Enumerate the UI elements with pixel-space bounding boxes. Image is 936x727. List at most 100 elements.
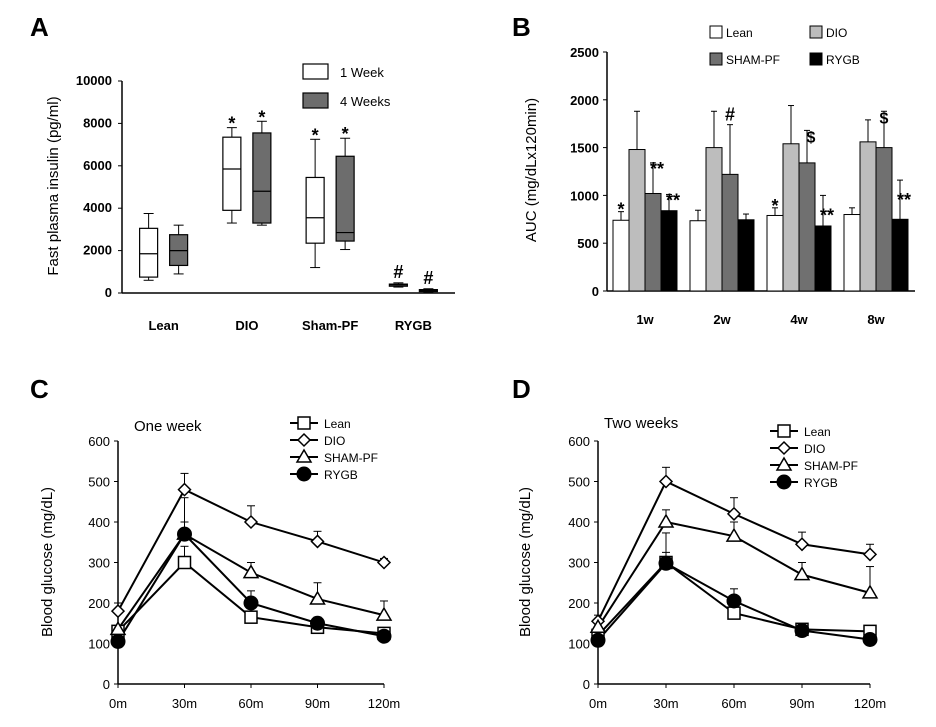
panel-a-sig-mark: # [393,262,403,282]
panel-b-sig-mark: ** [650,159,664,179]
panel-b-legend-label: Lean [726,26,753,40]
panel-c-ytick-label: 0 [103,677,110,692]
panel-b-bar [814,225,832,292]
panel-c-xtick-label: 90m [305,696,330,711]
panel-b-ylabel: AUC (mg/dLx120min) [523,98,540,242]
panel-b-sig-mark: * [771,196,778,216]
panel-d-marker-circle [590,632,606,648]
panel-d-xtick-label: 120m [854,696,887,711]
panel-d-marker-circle [658,555,674,571]
panel-b-ytick-label: 1500 [570,141,599,156]
panel-a-ylabel: Fast plasma insulin (pg/ml) [45,96,62,275]
panel-a-box [222,136,242,211]
panel-b-bar [737,219,755,292]
panel-c-legend-label: Lean [324,417,351,431]
panel-b-ytick-label: 1000 [570,188,599,203]
panel-a-box [252,132,272,224]
panel-d-ytick-label: 400 [568,515,590,530]
panel-b-xtick-label: 8w [867,312,885,327]
panel-c-ytick-label: 400 [88,515,110,530]
panel-c-legend-label: DIO [324,434,345,448]
panel-c: C One week Blood glucose (mg/dL) 0 100 200… [30,374,400,711]
panel-d-legend-label: SHAM-PF [804,459,858,473]
panel-d-marker-diamond [862,547,878,562]
panel-d-xtick-label: 30m [653,696,678,711]
panel-b-legend-swatch [709,52,723,66]
panel-d-legend-label: Lean [804,425,831,439]
panel-c-xtick-label: 120m [368,696,401,711]
panel-c-marker-diamond [376,555,392,570]
panel-d-ylabel: Blood glucose (mg/dL) [517,487,534,637]
panel-b-legend-label: RYGB [826,53,860,67]
panel-b-xtick-label: 4w [790,312,808,327]
panel-d-marker-triangle [589,618,607,634]
panel-a-ytick-label: 10000 [76,73,112,88]
panel-b-sig-mark: ** [666,190,680,210]
panel-d-xtick-label: 60m [721,696,746,711]
panel-b-sig-mark: * [617,200,624,220]
panel-b-bar [859,141,877,292]
panel-a-ytick-label: 6000 [83,158,112,173]
panel-b-legend-label: DIO [826,26,847,40]
panel-b-sig-mark: ** [897,190,911,210]
panel-a-xtick-label: RYGB [395,318,432,333]
panel-b-bar [875,147,893,292]
panel-b-sig-mark: $ [880,110,889,127]
panel-b-ytick-label: 2000 [570,93,599,108]
panel-a-sig-mark: # [423,268,433,288]
panel-c-marker-circle [177,526,192,542]
panel-c-legend-marker-triangle [295,448,313,463]
panel-c-marker-diamond [243,514,259,530]
panel-a-legend-swatch [302,92,329,109]
panel-b-sig-mark: ** [820,205,834,225]
panel-c-marker-circle [110,633,126,649]
panel-b-legend-swatch [809,52,823,66]
panel-a-legend-swatch [302,63,329,80]
panel-b-xtick-label: 2w [713,312,731,327]
panel-c-legend-marker-diamond [296,432,312,448]
panel-b-ytick-label: 2500 [570,45,599,60]
panel-b-bar [644,192,662,292]
panel-a-sig-mark: * [342,124,349,144]
panel-a-sig-mark: * [228,114,235,134]
panel-d-legend-marker-diamond [776,440,792,456]
panel-d-legend-label: RYGB [804,476,838,490]
panel-d-ytick-label: 300 [568,556,590,571]
panel-b-bar [798,162,816,292]
panel-d-marker-circle [726,593,742,609]
panel-d-title: Two weeks [604,415,678,432]
panel-d-marker-square [727,606,741,620]
panel-b-bar [689,220,707,292]
panel-d-marker-circle [794,623,810,639]
panel-d-marker-diamond [726,506,742,521]
panel-d-legend-marker-triangle [775,456,793,471]
panel-d-marker-circle [862,631,878,647]
panel-b-sig-mark: # [725,105,735,125]
panel-d-marker-triangle [861,584,879,599]
panel-b-letter: B [512,12,531,42]
panel-d: D Two weeks Blood glucose (mg/dL) 0 100 20… [512,374,886,711]
panel-d-marker-triangle [725,527,743,542]
panel-c-marker-diamond [310,534,325,549]
panel-b-ytick-label: 500 [577,236,599,251]
panel-a-legend-label: 4 Weeks [340,94,391,109]
panel-a-box [335,155,355,242]
panel-c-legend-label: SHAM-PF [324,451,378,465]
panel-d-ytick-label: 500 [568,475,590,490]
panel-a-ytick-label: 4000 [83,200,112,215]
panel-d-ytick-label: 0 [583,677,590,692]
panel-a: A Fast plasma insulin (pg/ml) 0 2000 4000 6… [30,12,455,333]
panel-b-bar [721,173,739,292]
panel-d-legend-marker-circle [776,474,792,490]
panel-c-legend-label: RYGB [324,468,358,482]
panel-d-marker-diamond [658,474,674,489]
panel-d-xtick-label: 90m [789,696,814,711]
panel-b: B AUC (mg/dLx120min) 0 500 1000 1500 2000 250… [512,12,915,327]
panel-a-sig-mark: * [312,125,319,145]
panel-a-box [305,176,325,244]
panel-d-ytick-label: 200 [568,596,590,611]
panel-b-bar [891,218,909,292]
panel-d-ytick-label: 600 [568,434,590,449]
panel-a-box [139,227,159,278]
panel-c-marker-triangle [309,590,326,605]
